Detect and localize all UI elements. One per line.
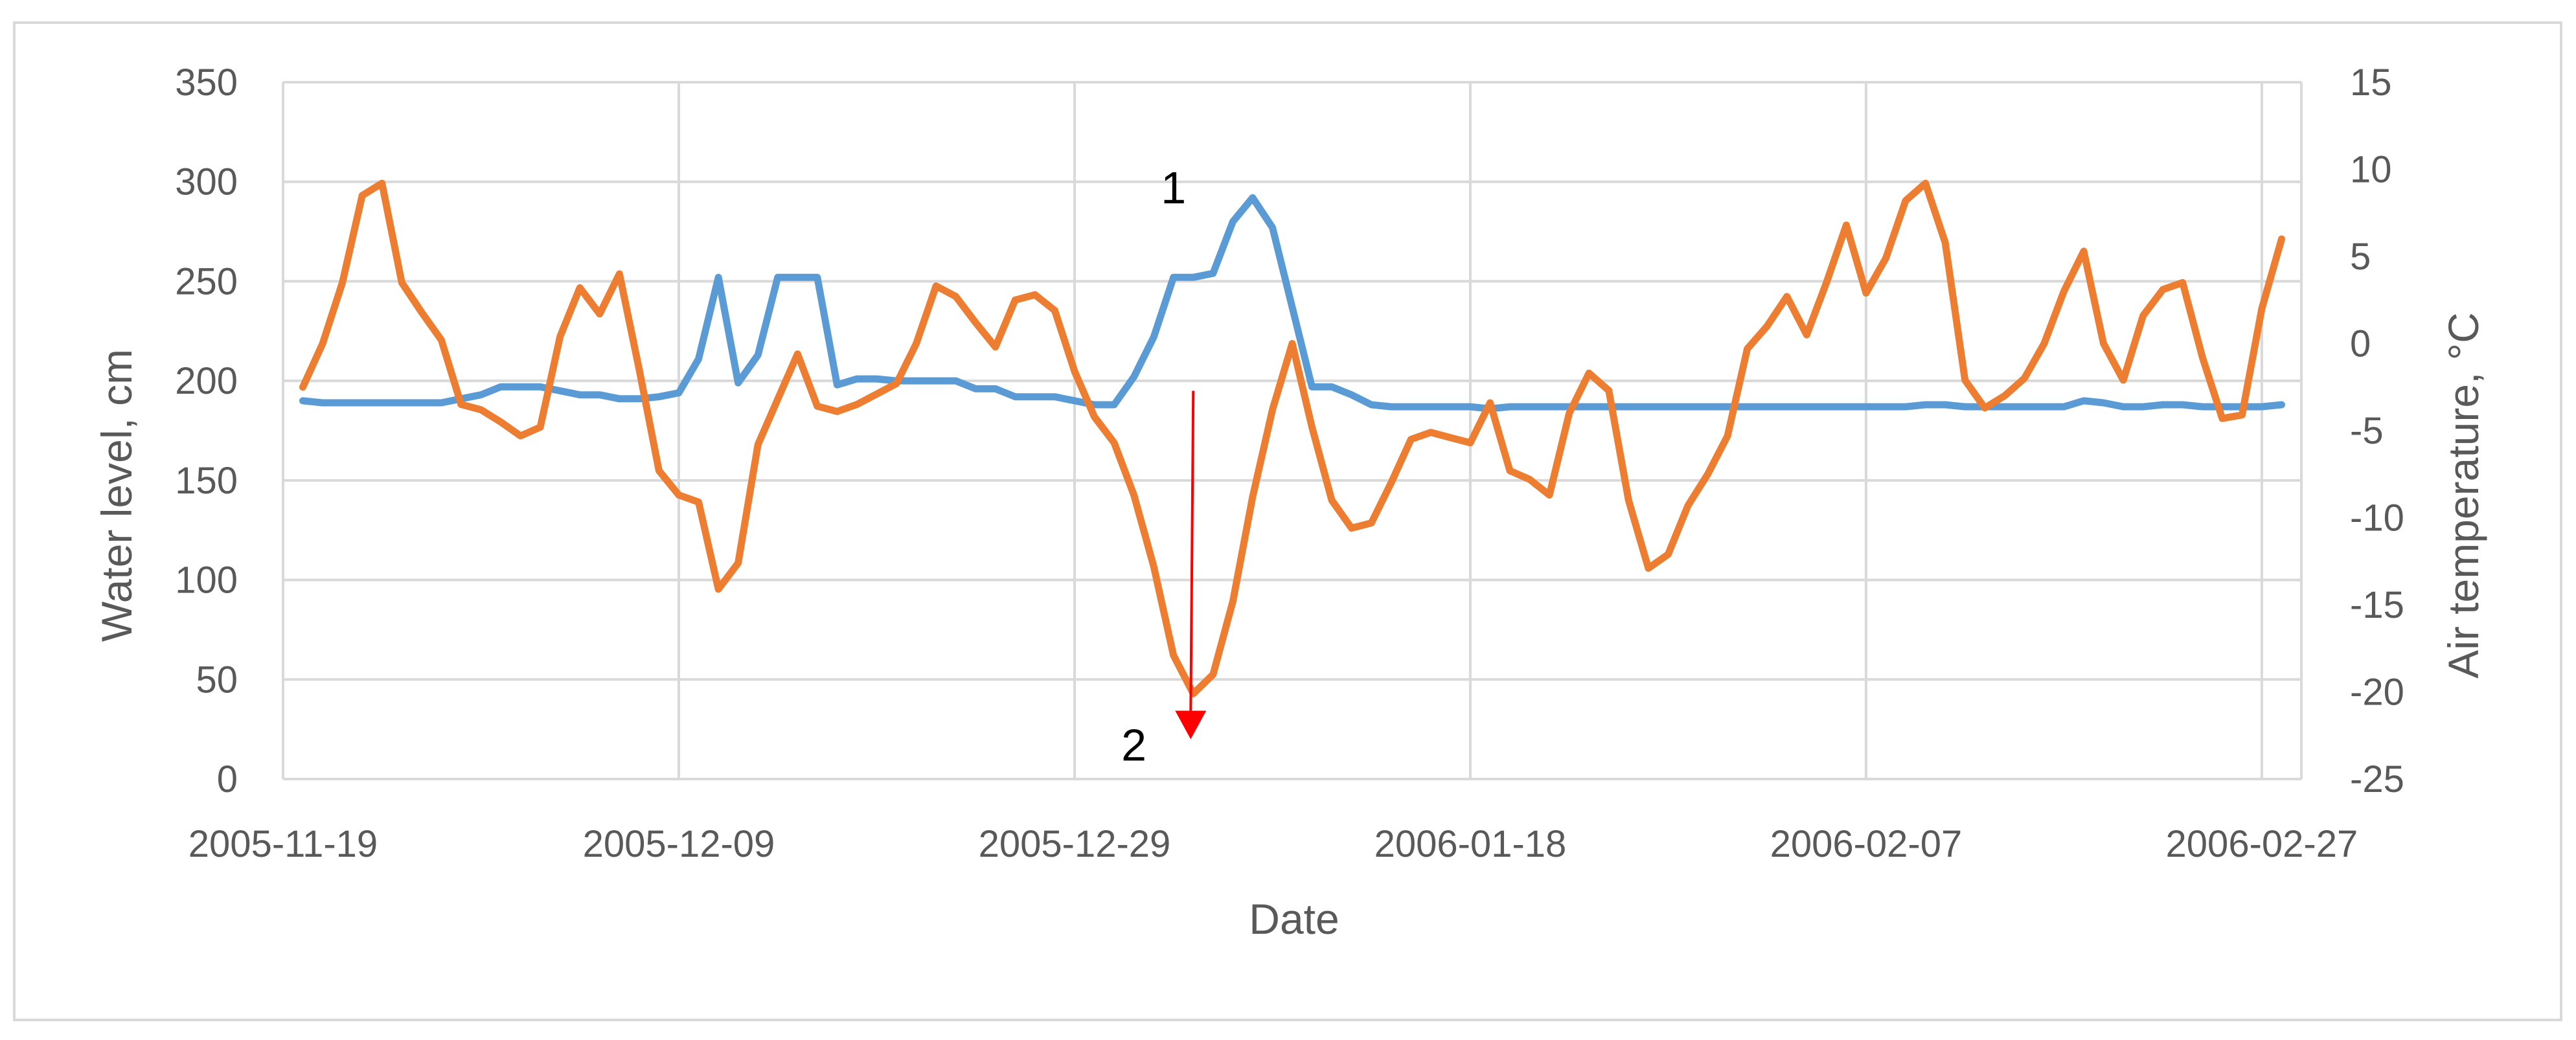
x-tick-label: 2005-12-09 <box>583 823 775 865</box>
x-axis-title: Date <box>1249 895 1339 943</box>
y-tick-label: 250 <box>175 260 238 302</box>
y2-tick-label: 5 <box>2350 236 2371 278</box>
y-axis-title: Water level, cm <box>93 349 141 642</box>
y-tick-label: 100 <box>175 560 238 602</box>
y2-tick-label: 10 <box>2350 149 2392 191</box>
water-level-line <box>299 194 2285 413</box>
x-tick-label: 2005-12-29 <box>979 823 1171 865</box>
y-tick-label: 50 <box>196 659 238 701</box>
y2-tick-label: -10 <box>2350 497 2404 539</box>
y2-tick-label: -25 <box>2350 758 2404 800</box>
series-lines <box>299 179 2285 697</box>
x-tick-label: 2006-02-07 <box>1770 823 1963 865</box>
y2-tick-label: 15 <box>2350 62 2392 104</box>
annotation-label-2: 2 <box>1121 720 1146 771</box>
y-tick-label: 0 <box>217 758 238 800</box>
annotation-label-1: 1 <box>1161 163 1186 213</box>
x-tick-label: 2005-11-19 <box>188 823 378 865</box>
y2-axis-title: Air temperature, °C <box>2439 312 2487 679</box>
annotations: 12 <box>1121 163 1207 771</box>
axes <box>282 82 2303 780</box>
red-arrow-shaft <box>1189 390 1195 715</box>
tick-labels: 0 50 100 150 200 250 300 350 -25 -20 -15 -10 -5 0 5 10 1… <box>175 62 2404 865</box>
y2-tick-label: -20 <box>2350 672 2404 714</box>
y2-tick-label: -5 <box>2350 410 2384 452</box>
y2-tick-label: -15 <box>2350 584 2404 626</box>
y-tick-label: 150 <box>175 460 238 502</box>
air-temperature-line <box>299 179 2285 697</box>
y2-tick-label: 0 <box>2350 323 2371 365</box>
x-tick-label: 2006-02-27 <box>2166 823 2358 865</box>
y-tick-label: 300 <box>175 161 238 203</box>
x-tick-label: 2006-01-18 <box>1374 823 1567 865</box>
chart-border <box>13 21 2562 1021</box>
y-tick-label: 200 <box>175 360 238 402</box>
y-tick-label: 350 <box>175 62 238 104</box>
red-arrow-head <box>1175 710 1207 740</box>
